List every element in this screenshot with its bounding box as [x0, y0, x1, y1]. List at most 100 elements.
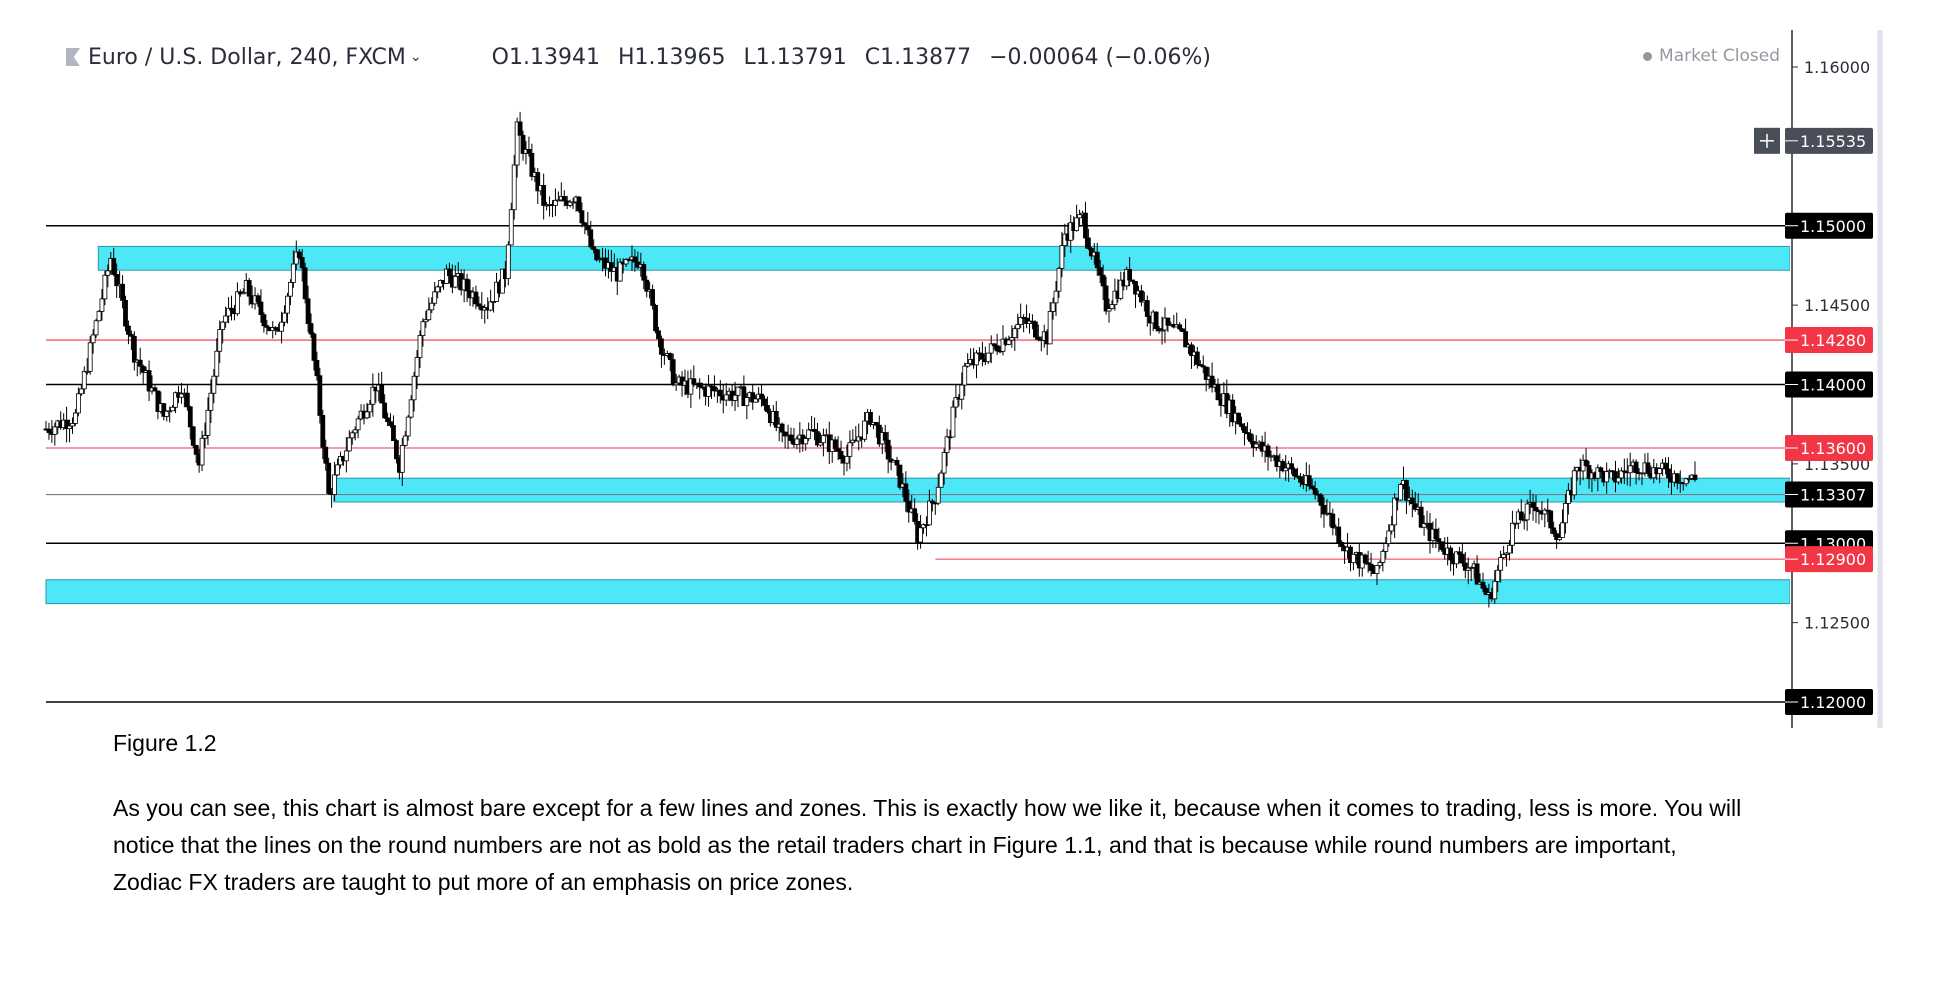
candle-51	[190, 425, 196, 449]
price-label-2: 1.15000	[1800, 217, 1866, 236]
candle-366	[1118, 271, 1124, 301]
candle-body	[152, 387, 158, 392]
candle-412	[1253, 435, 1259, 451]
candle-body	[944, 436, 950, 453]
candle-body	[832, 439, 838, 450]
candle-536	[1618, 467, 1624, 485]
candle-body	[1530, 502, 1536, 508]
candle-body	[184, 392, 190, 408]
candle-220	[688, 369, 694, 408]
candle-body	[1421, 523, 1427, 528]
candle-body	[81, 370, 87, 390]
candle-342	[1047, 301, 1053, 345]
paragraph-line-2: notice that the lines on the round numbe…	[113, 832, 1677, 858]
candle-body	[597, 258, 602, 261]
candle-304	[935, 473, 941, 506]
candle-343	[1050, 297, 1056, 320]
candle-body	[988, 343, 994, 354]
candle-body	[246, 280, 252, 297]
candle-body	[535, 172, 541, 192]
candle-498	[1507, 540, 1512, 561]
candle-283	[873, 422, 879, 438]
candle-body	[64, 419, 70, 430]
candle-86	[293, 240, 299, 270]
candle-body	[1465, 567, 1471, 571]
candle-407	[1239, 416, 1244, 431]
price-label-box-5	[1785, 435, 1873, 461]
candle-99	[332, 461, 337, 501]
chevron-down-icon[interactable]: ⌄	[409, 49, 422, 65]
candle-208	[653, 303, 658, 334]
candle-485	[1468, 566, 1474, 582]
candle-419	[1274, 446, 1280, 472]
candle-body	[1616, 477, 1621, 483]
candle-96	[323, 439, 329, 471]
candle-27	[120, 275, 125, 309]
candle-81	[279, 311, 284, 344]
candle-162	[517, 111, 523, 136]
candle-body	[673, 382, 679, 386]
candle-373	[1139, 284, 1144, 307]
candle-543	[1639, 472, 1645, 486]
candle-15	[84, 358, 90, 375]
candle-body	[526, 148, 532, 154]
candle-29	[126, 320, 131, 345]
candle-body	[773, 411, 779, 428]
candle-100	[335, 458, 340, 477]
candle-body	[838, 451, 844, 460]
candle-474	[1436, 527, 1442, 553]
candle-44	[170, 404, 176, 412]
candle-303	[932, 501, 938, 515]
candle-293	[903, 471, 909, 512]
candle-body	[167, 410, 173, 413]
candle-161	[514, 117, 520, 178]
candle-18	[93, 318, 99, 339]
candle-158	[505, 241, 511, 286]
market-status-text: Market Closed	[1659, 46, 1780, 66]
candle-503	[1521, 513, 1527, 530]
candle-305	[938, 470, 944, 488]
candle-body	[491, 301, 496, 303]
candle-body	[1298, 476, 1303, 483]
candle-body	[1083, 212, 1088, 239]
candle-45	[173, 391, 178, 414]
paragraph-line-1: As you can see, this chart is almost bar…	[113, 795, 1742, 821]
candle-body	[570, 201, 576, 204]
candle-269	[832, 436, 838, 453]
candle-body	[1012, 328, 1018, 338]
candle-273	[844, 444, 850, 472]
candle-425	[1292, 467, 1297, 480]
candle-body	[1524, 503, 1530, 521]
candle-432	[1312, 481, 1318, 500]
candle-body	[1242, 426, 1247, 433]
candle-body	[1501, 554, 1506, 558]
candle-559	[1686, 475, 1692, 483]
candle-body	[1318, 494, 1324, 506]
candle-body	[279, 321, 284, 332]
candle-body	[941, 452, 947, 474]
candle-body	[199, 437, 205, 466]
candle-561	[1692, 461, 1698, 482]
price-label-box-9	[1785, 689, 1873, 715]
high-label: H	[617, 44, 635, 70]
candle-body	[974, 352, 979, 366]
candle-335	[1027, 313, 1032, 334]
candle-body	[391, 425, 396, 441]
candle-body	[1133, 281, 1138, 295]
candle-body	[1604, 471, 1610, 483]
candle-body	[591, 246, 597, 251]
candle-214	[670, 353, 676, 387]
candle-186	[588, 220, 594, 249]
candle-163	[520, 130, 526, 161]
candle-58	[211, 369, 217, 404]
candle-515	[1557, 524, 1562, 542]
candle-133	[432, 281, 438, 307]
symbol-name[interactable]: Euro / U.S. Dollar, 240, FXCM	[88, 44, 406, 70]
candle-body	[979, 353, 985, 360]
candle-514	[1554, 530, 1560, 549]
candle-body	[187, 406, 193, 428]
candle-body	[929, 500, 935, 504]
candle-body	[476, 303, 482, 307]
candle-body	[299, 257, 305, 269]
